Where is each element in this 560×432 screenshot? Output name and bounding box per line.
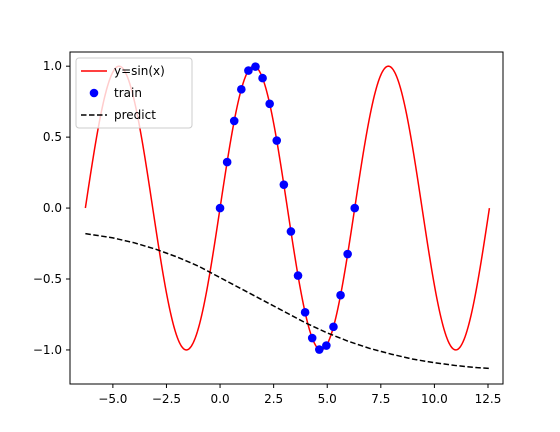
train-point bbox=[258, 73, 267, 83]
train-point bbox=[237, 85, 246, 94]
x-tick-label: 12.5 bbox=[475, 392, 502, 406]
x-tick-label: 2.5 bbox=[264, 392, 283, 406]
train-point bbox=[215, 203, 225, 213]
axis-ticks: −5.0 −2.5 0.0 2.5 5.0 7.5 10.0 12.5 −1.0 −0.5 0.0 0… bbox=[33, 59, 501, 406]
series-line-y-sin-x- bbox=[84, 65, 491, 351]
y-tick-label: 0.5 bbox=[43, 130, 62, 144]
x-tick-label: 5.0 bbox=[318, 392, 337, 406]
train-point bbox=[329, 322, 338, 332]
train-point bbox=[244, 66, 253, 75]
legend-box bbox=[75, 57, 193, 129]
train-point bbox=[279, 180, 289, 189]
legend-label-predict: predict bbox=[114, 108, 156, 122]
legend-label-sin: y=sin(x) bbox=[114, 64, 165, 78]
x-tick-label: 10.0 bbox=[421, 392, 448, 406]
y-tick-label: 1.0 bbox=[43, 59, 62, 73]
axes-frame bbox=[69, 51, 504, 385]
train-point bbox=[314, 345, 324, 354]
train-point bbox=[265, 99, 274, 109]
series-line-predict bbox=[85, 232, 490, 370]
train-point bbox=[322, 341, 331, 350]
train-point bbox=[307, 333, 317, 343]
train-point bbox=[229, 116, 239, 126]
y-tick-label: 0.0 bbox=[43, 201, 62, 215]
legend-label-train: train bbox=[114, 86, 142, 100]
train-point bbox=[300, 308, 310, 317]
train-point bbox=[350, 203, 360, 213]
x-tick-label: 7.5 bbox=[371, 392, 390, 406]
x-tick-label: 0.0 bbox=[211, 392, 230, 406]
legend: y=sin(x) train predict bbox=[75, 57, 193, 129]
plot-area bbox=[84, 62, 491, 370]
train-point bbox=[343, 249, 352, 259]
y-tick-label: −1.0 bbox=[33, 343, 62, 357]
train-point bbox=[222, 157, 232, 167]
x-tick-label: −2.5 bbox=[152, 392, 181, 406]
train-point bbox=[272, 136, 282, 145]
legend-sample-train bbox=[89, 88, 99, 98]
train-point bbox=[293, 271, 303, 280]
train-point bbox=[251, 62, 260, 71]
y-tick-label: −0.5 bbox=[33, 272, 62, 286]
x-tick-label: −5.0 bbox=[98, 392, 127, 406]
train-point bbox=[336, 290, 345, 300]
train-point bbox=[286, 227, 296, 236]
